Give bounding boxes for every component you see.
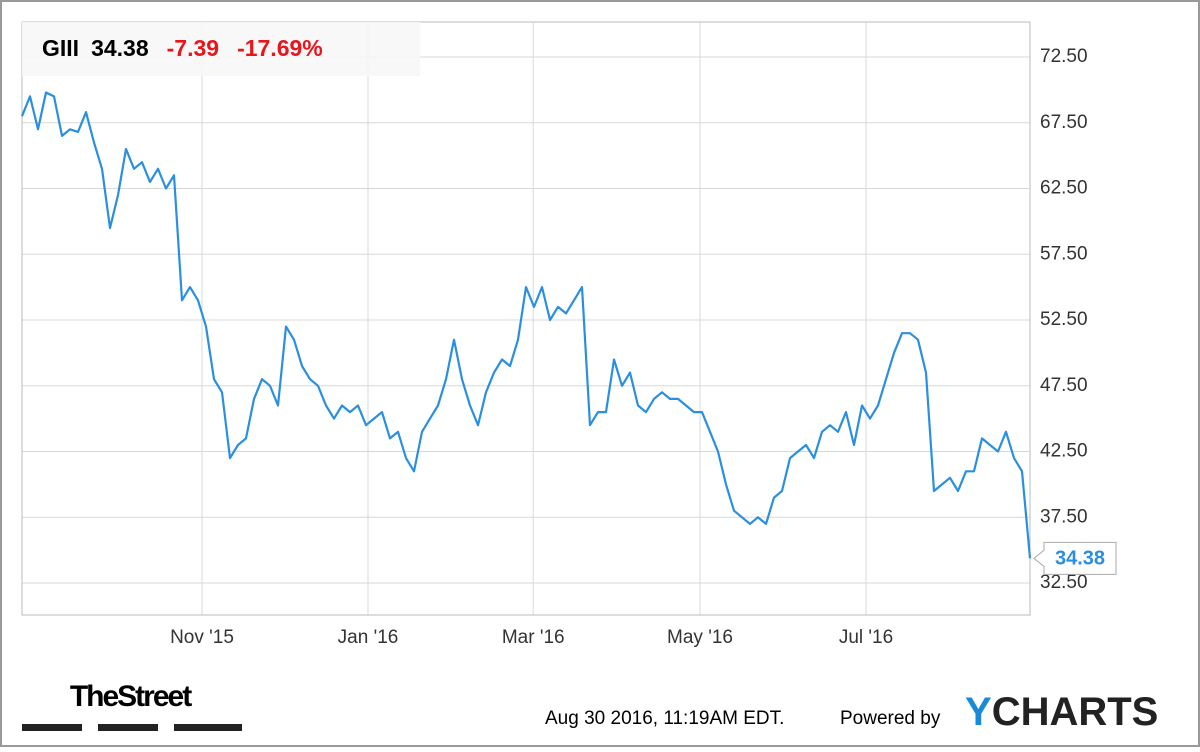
header: GIII 34.38 -7.39 -17.69% [42,35,323,61]
y-tick-label: 32.50 [1040,572,1088,593]
powered-by: Powered by [840,708,941,729]
x-tick-label: Jul '16 [839,627,893,648]
x-tick-label: Jan '16 [338,627,399,648]
source-logo: TheStreet [70,680,192,713]
y-tick-label: 57.50 [1040,243,1088,264]
y-tick-label: 62.50 [1040,178,1088,199]
y-tick-label: 37.50 [1040,506,1088,527]
y-tick-label: 42.50 [1040,441,1088,462]
logo-y: Y [965,690,992,734]
logo-bar [22,724,82,731]
plot [20,91,1032,559]
y-tick-label: 52.50 [1040,309,1088,330]
y-tick-label: 47.50 [1040,375,1088,396]
logo-bar [174,724,242,731]
last-price-label: 34.38 [1055,548,1105,570]
x-tick-label: Mar '16 [502,627,565,648]
last-price-flag [1033,541,1117,575]
header-box [22,22,420,76]
y-tick-label: 67.50 [1040,112,1088,133]
price-line [20,91,1032,559]
logo-bar [98,724,158,731]
ycharts-logo: YCHARTS [965,690,1158,734]
last-price: 34.38 [91,35,149,61]
logo-rest: CHARTS [992,690,1159,734]
plot-area [21,21,1031,616]
change: -7.39 [167,35,219,61]
ticker: GIII [42,35,79,61]
x-tick-label: Nov '15 [170,627,234,648]
y-tick-label: 72.50 [1040,46,1088,67]
x-tick-label: May '16 [667,627,733,648]
change-percent: -17.69% [237,35,323,61]
timestamp: Aug 30 2016, 11:19AM EDT. [545,708,784,729]
